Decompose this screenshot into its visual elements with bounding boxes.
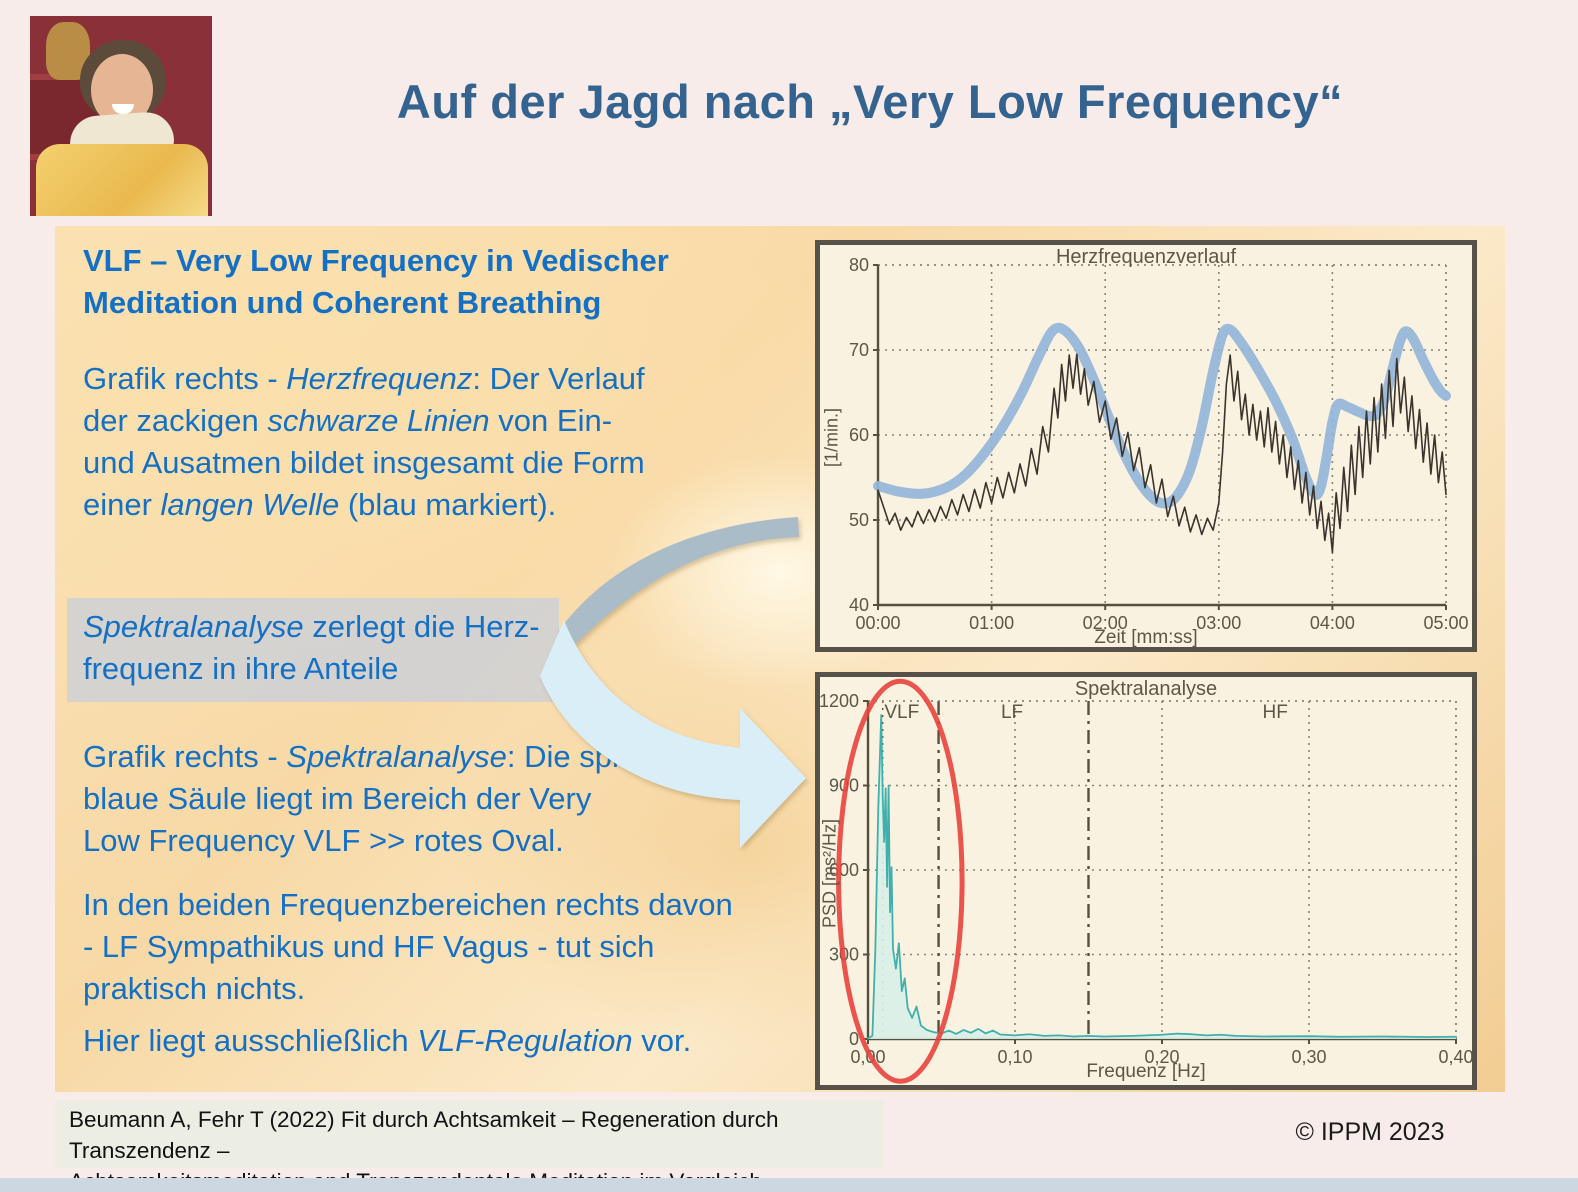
heart-rate-y-axis-label: [1/min.] [821, 407, 842, 468]
svg-text:0,20: 0,20 [1144, 1047, 1179, 1067]
paragraph-spektralanalyse: Grafik rechts - Spektralanalyse: Die spi… [83, 739, 661, 858]
svg-text:80: 80 [849, 255, 869, 275]
heart-rate-chart-title: Herzfrequenzverlauf [1055, 246, 1237, 268]
svg-text:VLF: VLF [884, 702, 919, 723]
copyright-text: © IPPM 2023 [1295, 1118, 1445, 1146]
intro-heading: VLF – Very Low Frequency in Vedischer Med… [83, 243, 669, 320]
page-title: Auf der Jagd nach „Very Low Frequency“ [396, 75, 1344, 128]
paragraph-vlf-regulation: Hier liegt ausschließlich VLF-Regulation… [83, 1023, 692, 1058]
svg-text:HF: HF [1263, 702, 1288, 723]
spectral-x-axis-label: Frequenz [Hz] [1086, 1061, 1206, 1082]
heart-rate-chart: 00:00 01:00 02:00 03:00 04:00 05:00 40 50 60 70 80 [849, 255, 1469, 633]
heart-rate-chart-panel: Herzfrequenzverlauf 00:00 01:00 02:00 03:00… [815, 240, 1477, 652]
photo-smile [112, 104, 134, 114]
svg-text:0,30: 0,30 [1291, 1047, 1326, 1067]
svg-text:02:00: 02:00 [1083, 613, 1128, 633]
highlight-box-text: Spektralanalyse zerlegt die Herz-frequen… [83, 609, 540, 686]
svg-text:01:00: 01:00 [969, 613, 1014, 633]
presenter-photo [30, 16, 212, 216]
spectral-y-axis-label: PSD [ms²/Hz] [819, 819, 840, 929]
photo-torso [36, 144, 208, 216]
svg-text:00:00: 00:00 [855, 613, 900, 633]
paragraph-lf-hf: In den beiden Frequenzbereichen rechts d… [83, 887, 733, 1006]
svg-text:60: 60 [849, 425, 869, 445]
svg-text:05:00: 05:00 [1423, 613, 1468, 633]
red-ellipse-annotation [836, 678, 965, 1084]
svg-text:03:00: 03:00 [1196, 613, 1241, 633]
svg-text:50: 50 [849, 510, 869, 530]
svg-text:LF: LF [1001, 702, 1023, 723]
paragraph-herzfrequenz: Grafik rechts - Herzfrequenz: Der Verlau… [83, 361, 645, 522]
svg-text:0: 0 [849, 1029, 859, 1049]
curved-arrow-swoosh [540, 620, 806, 848]
heart-rate-x-axis-label: Zeit [mm:ss] [1094, 627, 1198, 648]
spectral-chart-panel: Spektralanalyse 0,00 0,10 0,20 0,30 0,40 0 300… [815, 672, 1477, 1090]
svg-text:1200: 1200 [820, 691, 859, 711]
highlight-box [67, 598, 559, 702]
spectral-chart-title: Spektralanalyse [1074, 678, 1218, 700]
svg-text:04:00: 04:00 [1310, 613, 1355, 633]
curved-arrow [540, 517, 806, 848]
svg-text:70: 70 [849, 340, 869, 360]
svg-text:0,10: 0,10 [997, 1047, 1032, 1067]
curved-arrow-outer-band [558, 517, 799, 650]
citation-box: Beumann A, Fehr T (2022) Fit durch Achts… [55, 1100, 883, 1192]
svg-text:40: 40 [849, 595, 869, 615]
svg-text:0,40: 0,40 [1438, 1047, 1472, 1067]
citation-line-1: Beumann A, Fehr T (2022) Fit durch Achts… [69, 1107, 779, 1163]
bottom-window-bar [0, 1178, 1578, 1192]
